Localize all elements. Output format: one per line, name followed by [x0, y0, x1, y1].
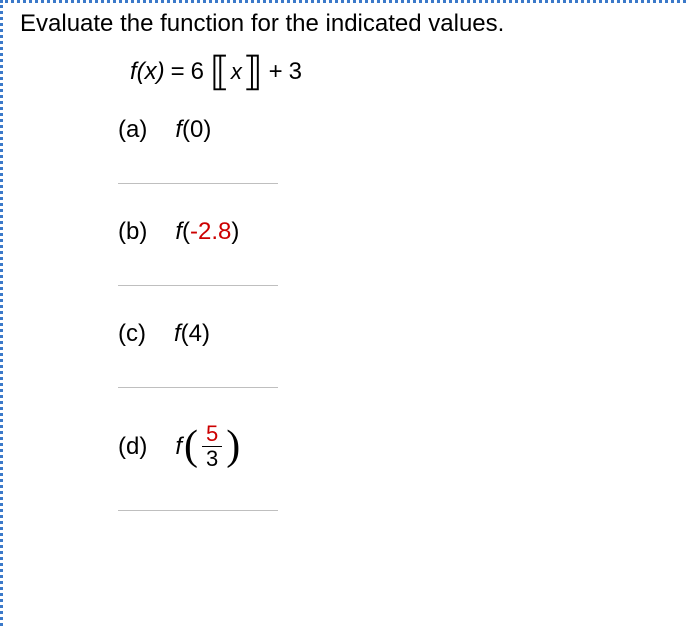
- parts-container: (a) f(0) (b) f(-2.8) (c) f(4) (d) f: [118, 116, 666, 511]
- part-a-arg: (0): [182, 116, 211, 143]
- formula-coef: 6: [191, 58, 204, 86]
- part-c-input[interactable]: [118, 354, 278, 388]
- part-a-label: (a) f(0): [118, 116, 666, 144]
- part-b-label: (b) f(-2.8): [118, 218, 666, 246]
- part-c: (c) f(4): [118, 320, 666, 388]
- formula-eq: =: [171, 58, 185, 86]
- part-a-letter: (a): [118, 116, 147, 144]
- floor-brackets: ⟦ x ⟧: [210, 56, 263, 88]
- left-outer-bracket-icon: ⟦: [210, 56, 230, 88]
- part-d-func: f: [175, 433, 182, 461]
- part-b-arg-open: (: [182, 218, 190, 245]
- right-outer-bracket-icon: ⟧: [243, 56, 263, 88]
- right-paren-icon: ): [226, 430, 240, 464]
- part-a: (a) f(0): [118, 116, 666, 184]
- part-c-label: (c) f(4): [118, 320, 666, 348]
- fraction-num: 5: [202, 422, 222, 447]
- part-b-arg-close: ): [231, 218, 239, 245]
- left-paren-icon: (: [184, 430, 198, 464]
- part-b: (b) f(-2.8): [118, 218, 666, 286]
- part-b-arg-val: -2.8: [190, 218, 231, 245]
- fraction-den: 3: [202, 447, 222, 471]
- formula-plus: +: [269, 58, 283, 86]
- part-b-letter: (b): [118, 218, 147, 246]
- formula-const: 3: [289, 58, 302, 86]
- part-d-letter: (d): [118, 433, 147, 461]
- formula-lhs: f(x): [130, 58, 165, 86]
- part-a-func: f: [175, 116, 182, 143]
- part-d-label: (d) f ( 5 3 ): [118, 422, 666, 471]
- part-a-input[interactable]: [118, 150, 278, 184]
- page-title: Evaluate the function for the indicated …: [20, 10, 666, 38]
- part-c-func: f: [174, 320, 181, 347]
- formula-var: x: [231, 59, 242, 85]
- part-d-input[interactable]: [118, 477, 278, 511]
- part-c-letter: (c): [118, 320, 146, 348]
- part-c-arg: (4): [181, 320, 210, 347]
- part-b-input[interactable]: [118, 252, 278, 286]
- function-definition: f(x) = 6 ⟦ x ⟧ + 3: [130, 56, 666, 88]
- part-d: (d) f ( 5 3 ): [118, 422, 666, 511]
- fraction: 5 3: [202, 422, 222, 471]
- part-b-func: f: [175, 218, 182, 245]
